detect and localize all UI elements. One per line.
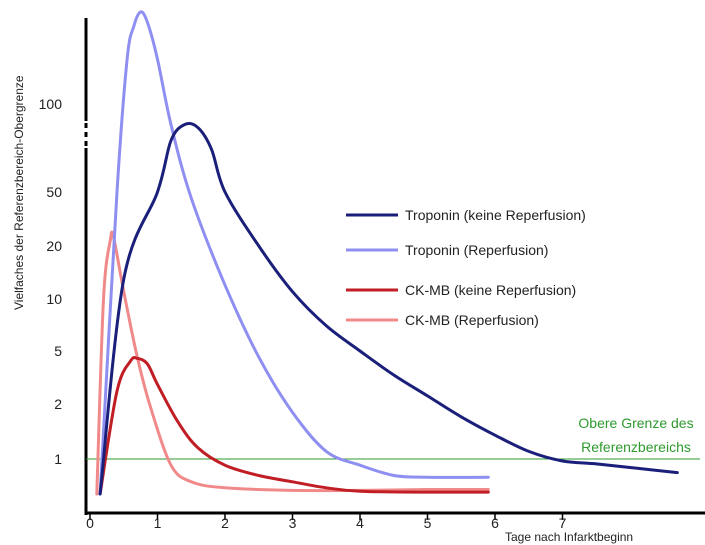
series-line-3 <box>95 230 490 496</box>
y-tick-label: 5 <box>54 343 62 359</box>
series-line-2 <box>98 356 490 496</box>
legend-label-0: Troponin (keine Reperfusion) <box>405 207 586 223</box>
y-tick-label: 100 <box>39 96 63 112</box>
x-tick-label: 6 <box>491 515 499 531</box>
series-line-0 <box>98 122 679 496</box>
x-tick-label: 0 <box>86 515 94 531</box>
legend-label-1: Troponin (Reperfusion) <box>405 242 548 258</box>
reference-label-line2: Referenzbereichs <box>581 439 691 455</box>
x-tick-label: 1 <box>154 515 162 531</box>
series-layer <box>95 10 679 496</box>
x-ticks: 0 1 2 3 4 5 6 7 <box>86 513 567 531</box>
legend-label-2: CK-MB (keine Reperfusion) <box>405 282 576 298</box>
x-tick-label: 4 <box>356 515 364 531</box>
x-tick-label: 7 <box>559 515 567 531</box>
y-axis-label: Vielfaches der Referenzbereich-Obergrenz… <box>12 75 26 310</box>
y-tick-label: 10 <box>46 291 62 307</box>
reference-label-line1: Obere Grenze des <box>578 415 693 431</box>
y-tick-label: 1 <box>54 451 62 467</box>
x-tick-label: 3 <box>289 515 297 531</box>
y-tick-label: 20 <box>46 238 62 254</box>
series-line-1 <box>98 10 490 496</box>
x-tick-label: 5 <box>424 515 432 531</box>
y-ticks: 1 2 5 10 20 50 100 <box>39 96 63 467</box>
y-tick-label: 50 <box>46 184 62 200</box>
legend: Troponin (keine Reperfusion) Troponin (R… <box>346 207 586 328</box>
x-axis-label: Tage nach Infarktbeginn <box>505 530 633 544</box>
y-tick-label: 2 <box>54 396 62 412</box>
legend-label-3: CK-MB (Reperfusion) <box>405 312 539 328</box>
x-tick-label: 2 <box>221 515 229 531</box>
